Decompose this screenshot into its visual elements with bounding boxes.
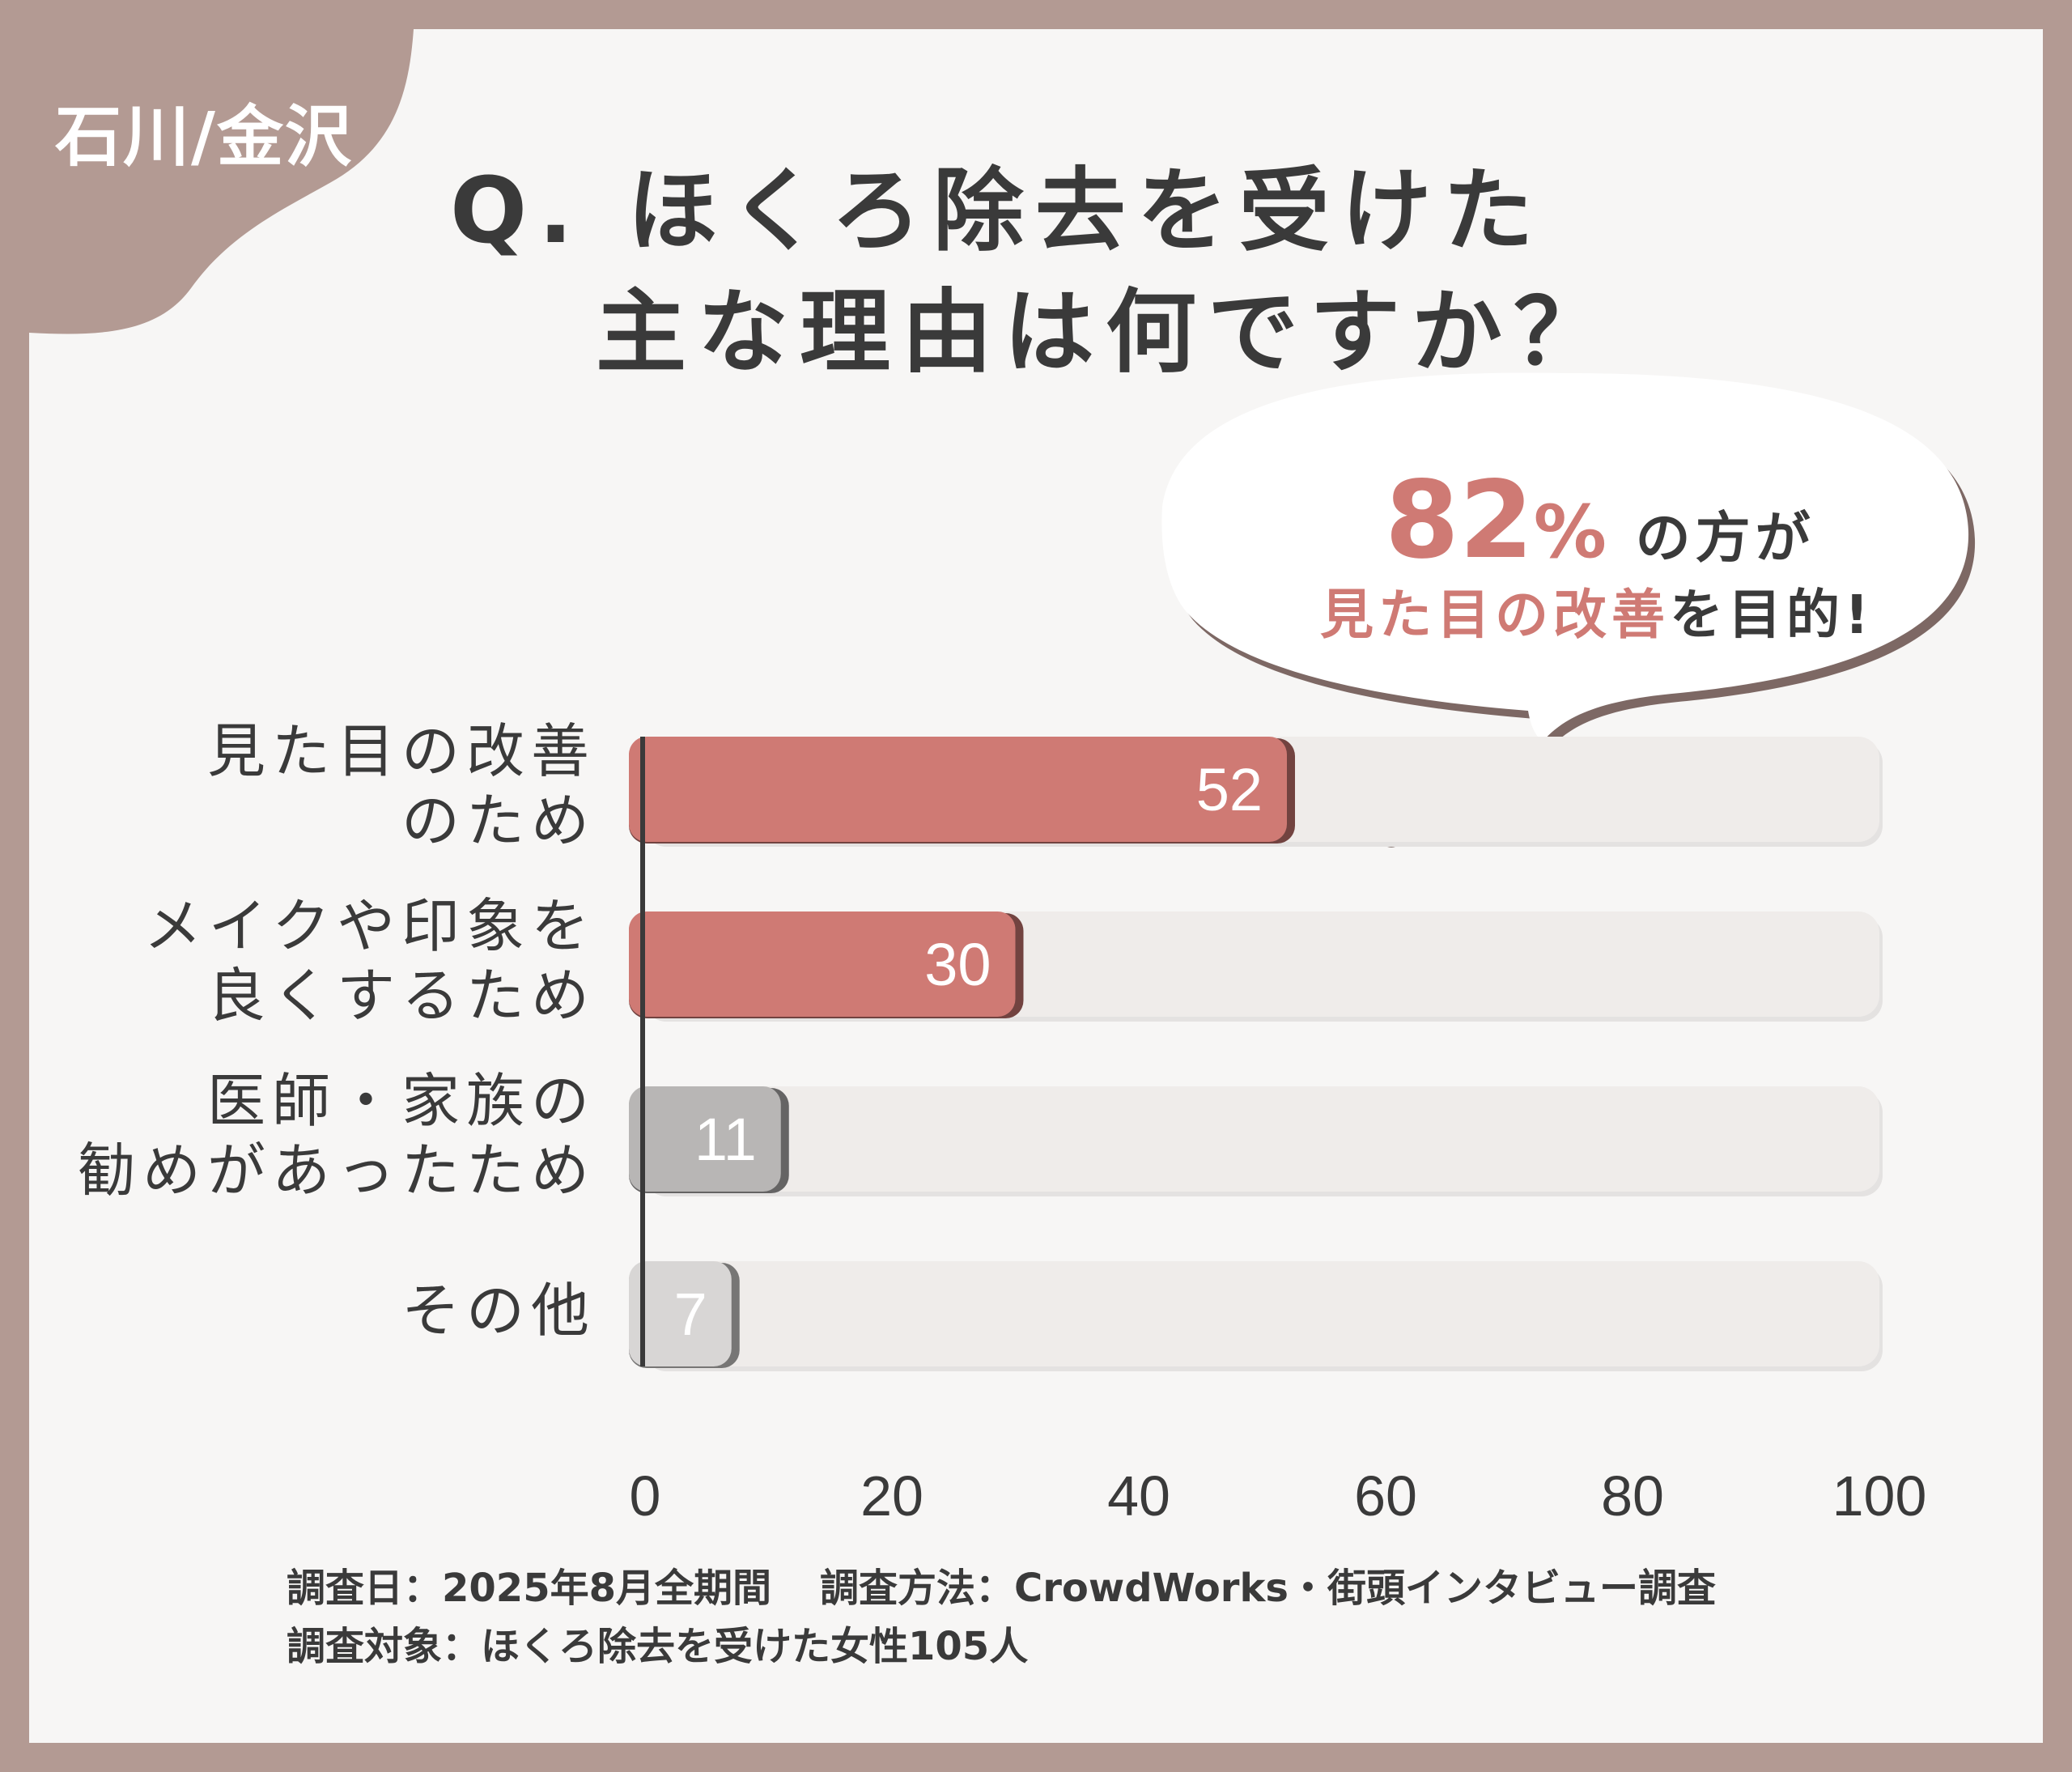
bar-track [645,1261,1879,1366]
x-tick-label: 0 [630,1464,661,1528]
bar-chart: 52 30 11 7 0 20 40 60 80 100 [629,737,1927,1528]
corner-decoration [29,29,414,334]
category-label-line: その他 [401,1277,596,1345]
callout-tail: を目的! [1670,584,1875,646]
category-label-line: 見た目の改善 [206,717,596,785]
bar [629,737,1287,842]
x-tick-label: 60 [1354,1464,1417,1528]
bar-track [645,1086,1879,1192]
category-label-line: メイクや印象を [143,892,596,960]
region-tag: 石川/金沢 [55,99,353,176]
survey-method: 調査方法：CrowdWorks・街頭インタビュー調査 [820,1566,1716,1611]
x-tick-label: 40 [1107,1464,1170,1528]
category-label-line: のため [401,787,596,855]
bar-value-label: 30 [924,931,991,998]
card: 石川/金沢 Q. ほくろ除去を受けた 主な理由は何ですか？ 82% の方が 見た… [29,29,2043,1743]
bar-value-label: 52 [1196,756,1263,823]
category-label-line: 勧めがあったため [77,1137,596,1205]
bar [629,1086,781,1192]
speech-bubble [1161,372,1976,848]
callout-suffix: の方が [1635,507,1815,571]
question-title: Q. ほくろ除去を受けた 主な理由は何ですか？ [450,151,1745,393]
callout-highlight: 見た目の改善 [1320,584,1670,646]
callout-percent-sign: % [1533,490,1611,575]
category-label: メイクや印象を 良くするため [143,891,596,1030]
bar-value-label: 7 [674,1281,707,1348]
title-line-1: Q. ほくろ除去を受けた [450,159,1545,264]
y-axis-line [640,737,645,1366]
category-label-line: 医師・家族の [206,1067,596,1135]
survey-footer: 調査日：2025年8月全期間 調査方法：CrowdWorks・街頭インタビュー調査… [287,1559,1716,1676]
category-label: 見た目の改善 のため [207,716,596,856]
survey-date: 調査日：2025年8月全期間 [287,1566,771,1611]
bar-value-label: 11 [694,1106,757,1173]
footer-line-1: 調査日：2025年8月全期間 調査方法：CrowdWorks・街頭インタビュー調査 [287,1559,1716,1617]
callout-line-1: 82% の方が [1385,458,1815,583]
bar [629,911,1016,1017]
x-tick-label: 20 [860,1464,923,1528]
x-tick-label: 80 [1601,1464,1664,1528]
x-tick-label: 100 [1832,1464,1927,1528]
category-label: 医師・家族の 勧めがあったため [78,1066,596,1205]
callout-line-2: 見た目の改善を目的! [1320,572,1874,649]
title-line-2: 主な理由は何ですか？ [596,280,1616,385]
category-label-line: 良くするため [206,962,596,1030]
survey-target: 調査対象：ほくろ除去を受けた女性105人 [287,1624,1029,1669]
category-label: その他 [401,1276,596,1345]
callout-percent: 82 [1385,458,1534,583]
bar [629,1261,732,1366]
